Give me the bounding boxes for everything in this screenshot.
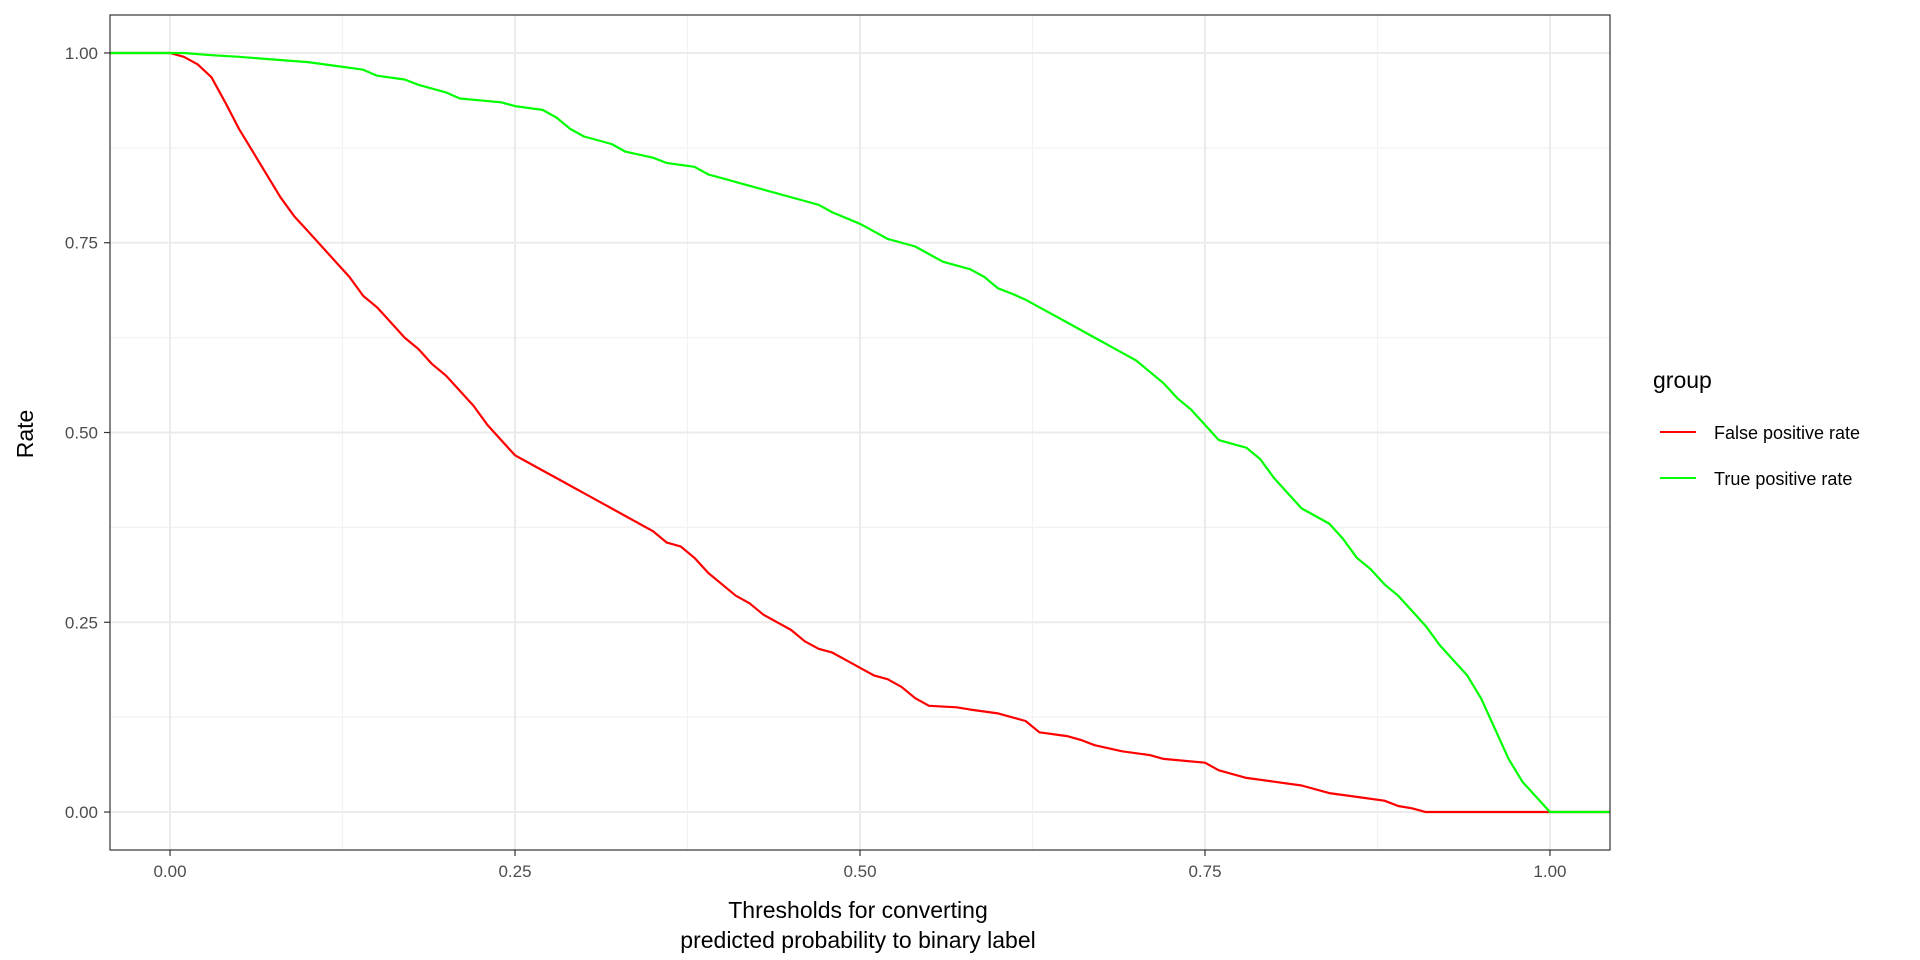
legend-title: group [1653,367,1712,393]
series-line-false-positive-rate [110,51,1610,814]
grid-lines [110,15,1610,850]
legend: group False positive rate True positive … [1653,367,1860,489]
x-tick-label: 0.25 [498,862,531,881]
y-tick-label: 0.00 [65,803,98,822]
series-lines [110,51,1610,814]
y-tick-label: 0.75 [65,234,98,253]
series-line-true-positive-rate [110,51,1610,814]
axis-ticks: 0.00 0.25 0.50 0.75 1.00 0.00 0.25 0.50 0.75 1.00 [65,44,1567,881]
y-tick-label: 1.00 [65,44,98,63]
x-tick-label: 1.00 [1533,862,1566,881]
y-axis-title: Rate [12,410,38,459]
x-axis-title-line-1: Thresholds for converting [728,897,988,923]
legend-label-false-positive-rate: False positive rate [1714,423,1860,443]
x-tick-label: 0.00 [153,862,186,881]
y-tick-label: 0.25 [65,613,98,632]
legend-label-true-positive-rate: True positive rate [1714,469,1852,489]
y-tick-label: 0.50 [65,424,98,443]
x-axis-title-line-2: predicted probability to binary label [680,927,1035,953]
x-tick-label: 0.50 [843,862,876,881]
x-tick-label: 0.75 [1188,862,1221,881]
